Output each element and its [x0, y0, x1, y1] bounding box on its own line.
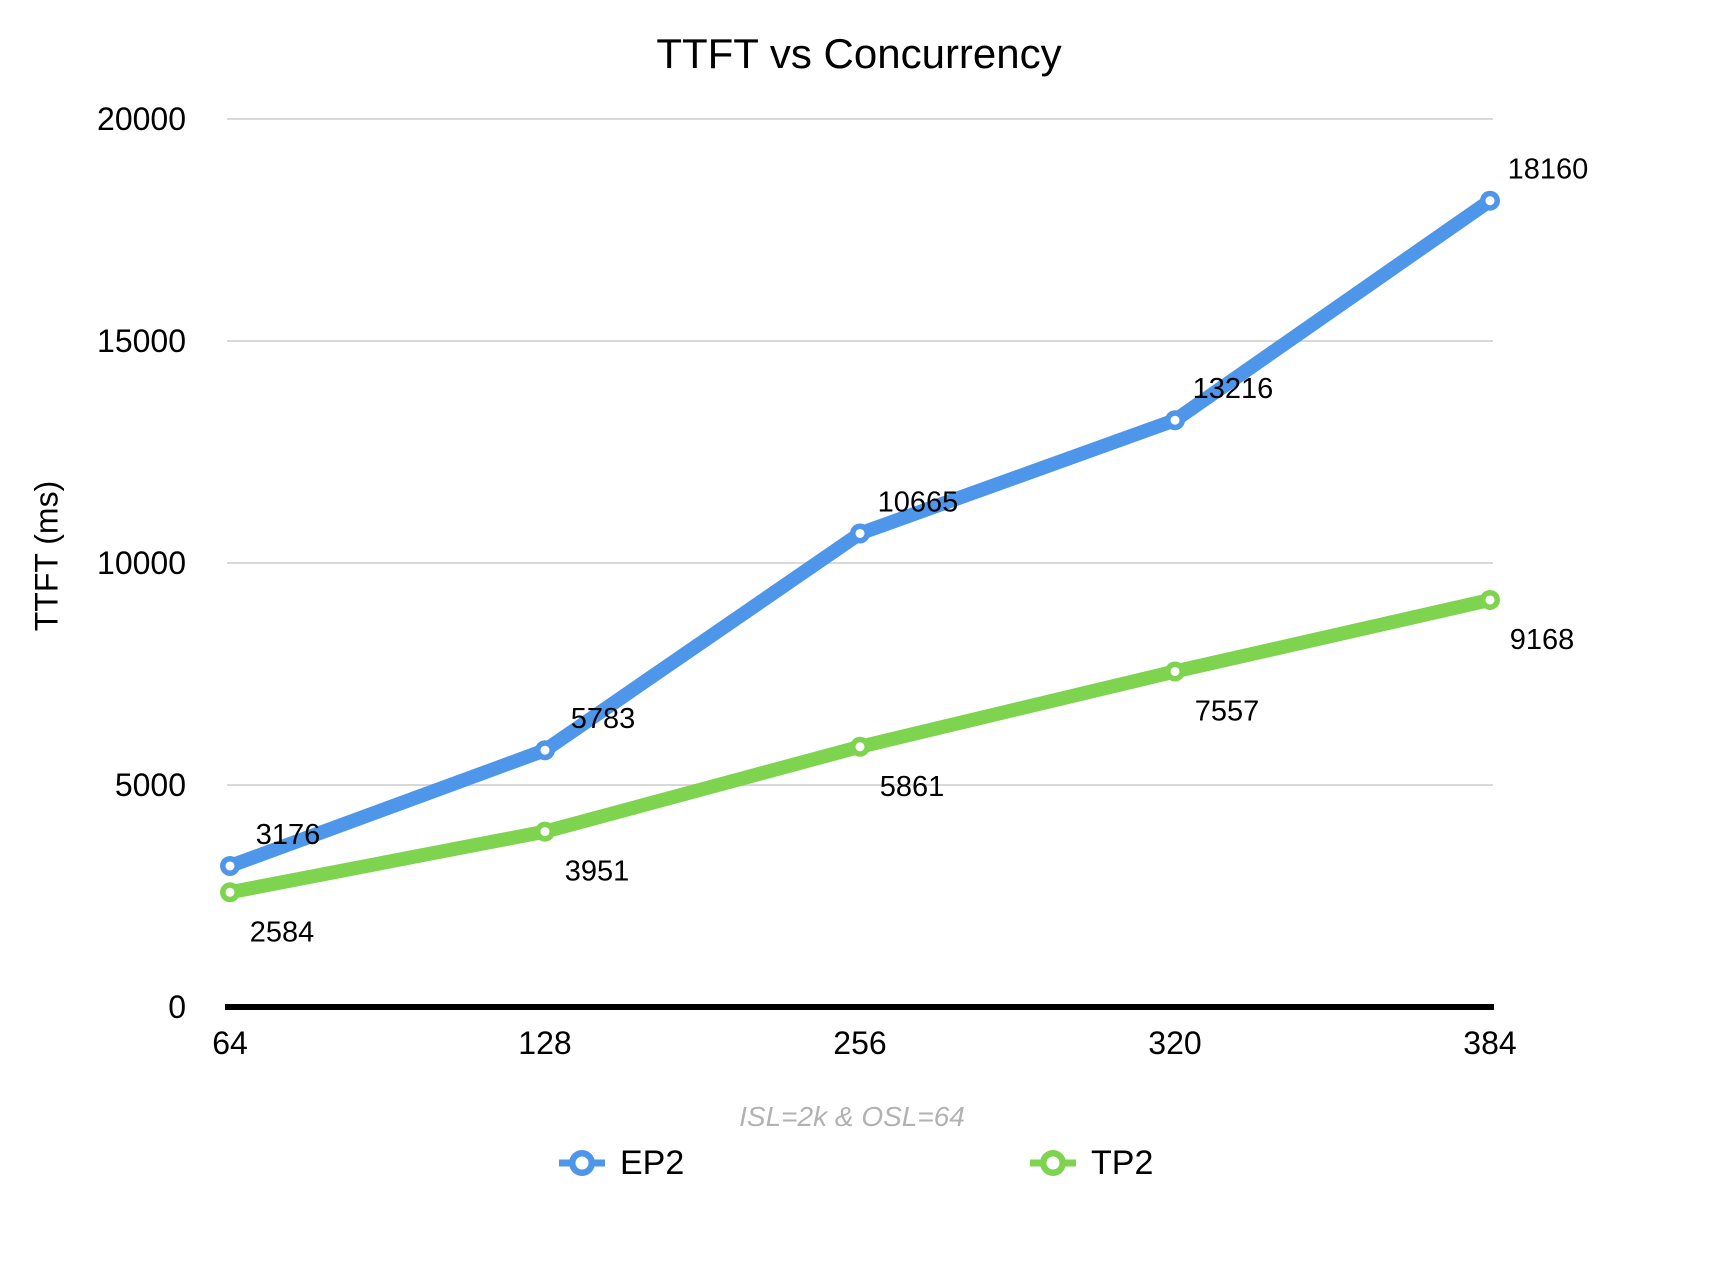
tp2-legend-marker-icon [1030, 1150, 1076, 1176]
data-point-hole [225, 861, 235, 871]
x-tick-label: 64 [212, 1025, 248, 1061]
data-label-ep2: 5783 [571, 703, 636, 735]
data-label-tp2: 7557 [1195, 695, 1260, 727]
ep2-legend-marker-icon [559, 1150, 605, 1176]
data-label-ep2: 18160 [1508, 154, 1589, 186]
y-tick-label: 20000 [97, 101, 186, 137]
chart-title: TTFT vs Concurrency [656, 30, 1062, 77]
y-tick-label: 15000 [97, 323, 186, 359]
data-point-hole [1485, 595, 1495, 605]
y-tick-label: 0 [168, 989, 186, 1025]
legend-marker-hole [1046, 1156, 1060, 1170]
x-axis-note: ISL=2k & OSL=64 [739, 1101, 965, 1132]
legend-item-ep2: EP2 [558, 1141, 684, 1185]
data-label-tp2: 9168 [1510, 624, 1575, 656]
data-label-tp2: 5861 [880, 771, 945, 803]
y-tick-label: 5000 [115, 767, 186, 803]
legend-item-tp2: TP2 [1029, 1141, 1153, 1185]
data-label-tp2: 2584 [250, 916, 315, 948]
legend-label-ep2: EP2 [620, 1144, 685, 1182]
x-tick-label: 320 [1148, 1025, 1201, 1061]
legend-marker-hole [575, 1156, 589, 1170]
x-tick-label: 128 [518, 1025, 571, 1061]
data-point-hole [225, 887, 235, 897]
data-point-hole [1170, 666, 1180, 676]
data-point-hole [540, 827, 550, 837]
data-point-hole [540, 745, 550, 755]
y-tick-label: 10000 [97, 545, 186, 581]
x-tick-label: 384 [1463, 1025, 1516, 1061]
legend-label-tp2: TP2 [1091, 1144, 1154, 1182]
x-tick-label: 256 [833, 1025, 886, 1061]
data-point-hole [855, 528, 865, 538]
data-label-ep2: 10665 [878, 486, 959, 518]
data-point-hole [855, 742, 865, 752]
data-label-ep2: 3176 [256, 819, 321, 851]
data-label-tp2: 3951 [565, 856, 630, 888]
data-label-ep2: 13216 [1193, 373, 1274, 405]
data-point-hole [1485, 196, 1495, 206]
data-point-hole [1170, 415, 1180, 425]
